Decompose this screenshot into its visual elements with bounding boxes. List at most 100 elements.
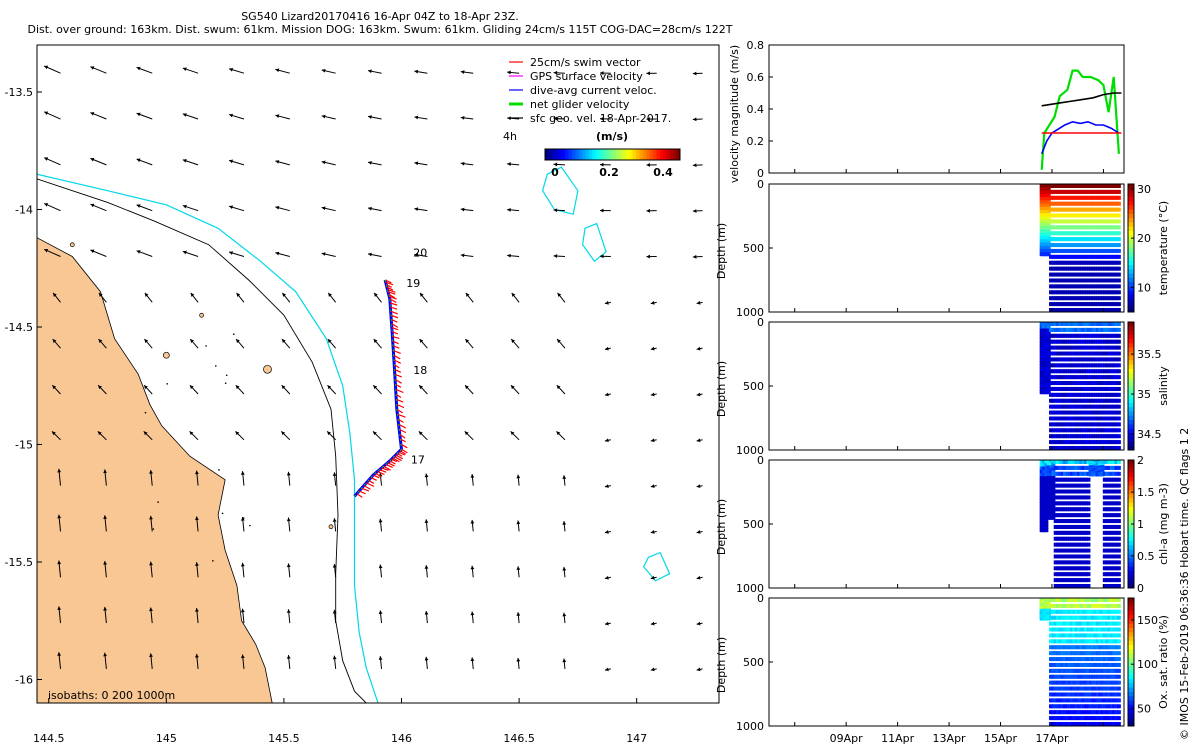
profile-sample bbox=[1063, 322, 1068, 326]
profile-sample bbox=[1056, 645, 1061, 650]
geo-vector-head bbox=[332, 472, 337, 477]
profile-sample bbox=[1086, 554, 1091, 559]
geo-vector-head bbox=[103, 652, 108, 657]
profile-sample bbox=[1044, 334, 1049, 339]
geo-vector-head bbox=[235, 431, 240, 436]
profile-sample bbox=[1065, 308, 1070, 312]
profile-sample bbox=[1093, 207, 1098, 212]
profile-sample bbox=[1102, 536, 1107, 541]
profile-sample bbox=[1084, 560, 1089, 565]
profile-sample bbox=[1044, 245, 1049, 250]
profile-sample bbox=[1072, 207, 1077, 212]
profile-sample bbox=[1074, 308, 1079, 312]
copyright-note: © IMOS 15-Feb-2019 06:36:36 Hobart time.… bbox=[1178, 427, 1191, 740]
profile-sample bbox=[1105, 369, 1110, 374]
profile-sample bbox=[1042, 213, 1047, 218]
profile-sample bbox=[1105, 704, 1110, 709]
profile-sample bbox=[1116, 566, 1121, 571]
profile-sample bbox=[1088, 351, 1093, 356]
swim-vector bbox=[389, 460, 396, 465]
profile-sample bbox=[1088, 392, 1093, 397]
profile-sample bbox=[1065, 710, 1070, 715]
swim-vector bbox=[392, 345, 400, 349]
profile-sample bbox=[1109, 231, 1114, 236]
geo-vector-head bbox=[510, 385, 515, 390]
profile-sample bbox=[1042, 344, 1047, 349]
profile-sample bbox=[1116, 296, 1121, 301]
profile-sample bbox=[1044, 235, 1049, 240]
profile-sample bbox=[1056, 333, 1061, 338]
profile-sample bbox=[1079, 398, 1084, 403]
geo-vector-head bbox=[240, 562, 245, 567]
profile-sample bbox=[1049, 189, 1054, 194]
profile-sample bbox=[1084, 530, 1089, 535]
profile-sample bbox=[1095, 692, 1100, 697]
profile-sample bbox=[1046, 507, 1051, 512]
profile-sample bbox=[1067, 698, 1072, 703]
profile-sample bbox=[1079, 710, 1084, 715]
profile-sample bbox=[1044, 325, 1049, 330]
profile-sample bbox=[1039, 338, 1044, 343]
profile-sample bbox=[1044, 242, 1049, 247]
profile-sample bbox=[1098, 404, 1103, 409]
profile-sample bbox=[1107, 327, 1112, 332]
profile-sample bbox=[1112, 603, 1117, 608]
profile-sample bbox=[1056, 422, 1061, 427]
profile-sample bbox=[1114, 278, 1119, 283]
profile-sample bbox=[1044, 521, 1049, 526]
geo-vector-head bbox=[553, 116, 558, 121]
profile-sample bbox=[1093, 254, 1098, 259]
profile-sample bbox=[1086, 333, 1091, 338]
colorbar-cell bbox=[1128, 632, 1134, 637]
profile-sample bbox=[1093, 357, 1098, 362]
colorbar-cell bbox=[558, 149, 563, 160]
profile-sample bbox=[1074, 322, 1079, 326]
profile-sample bbox=[1058, 483, 1063, 488]
profile-sample bbox=[1109, 465, 1114, 470]
profile-sample bbox=[1102, 609, 1107, 614]
profile-sample bbox=[1098, 284, 1103, 289]
profile-sample bbox=[1046, 190, 1051, 195]
title-line-1: SG540 Lizard20170416 16-Apr 04Z to 18-Ap… bbox=[241, 10, 519, 23]
profile-sample bbox=[1049, 657, 1054, 662]
profile-sample bbox=[1051, 266, 1056, 271]
profile-sample bbox=[1109, 524, 1114, 529]
profile-sample bbox=[1100, 345, 1105, 350]
island-3 bbox=[69, 242, 75, 248]
profile-sample bbox=[1105, 308, 1110, 312]
profile-sample bbox=[1084, 460, 1089, 464]
profile-sample bbox=[1098, 260, 1103, 265]
profile-sample bbox=[1056, 471, 1061, 476]
profile-sample bbox=[1056, 284, 1061, 289]
profile-sample bbox=[1109, 519, 1114, 524]
profile-sample bbox=[1107, 446, 1112, 450]
profile-sample bbox=[1058, 381, 1063, 386]
profile-sample bbox=[1042, 479, 1047, 484]
profile-sample bbox=[1100, 434, 1105, 439]
profile-sample bbox=[1084, 627, 1089, 632]
profile-sample bbox=[1070, 260, 1075, 265]
profile-sample bbox=[1112, 560, 1117, 565]
profile-sample bbox=[1088, 674, 1093, 679]
profile-sample bbox=[1102, 434, 1107, 439]
profile-sample bbox=[1079, 422, 1084, 427]
profile-sample bbox=[1049, 470, 1054, 475]
geo-vector-head bbox=[562, 612, 567, 617]
profile-sample bbox=[1065, 231, 1070, 236]
profile-sample bbox=[1051, 633, 1056, 638]
geo-vector-head bbox=[195, 653, 199, 658]
profile-sample bbox=[1112, 219, 1117, 224]
profile-sample bbox=[1095, 284, 1100, 289]
profile-sample bbox=[1046, 465, 1051, 470]
profile-sample bbox=[1107, 375, 1112, 380]
profile-sample bbox=[1039, 325, 1044, 330]
profile-sample bbox=[1079, 603, 1084, 608]
profile-sample bbox=[1095, 392, 1100, 397]
colorbar-cell bbox=[612, 149, 617, 160]
profile-sample bbox=[1049, 207, 1054, 212]
profile-sample bbox=[1063, 345, 1068, 350]
profile-sample bbox=[1049, 446, 1054, 450]
profile-sample bbox=[1065, 184, 1070, 188]
profile-sample bbox=[1105, 501, 1110, 506]
profile-sample bbox=[1107, 651, 1112, 656]
